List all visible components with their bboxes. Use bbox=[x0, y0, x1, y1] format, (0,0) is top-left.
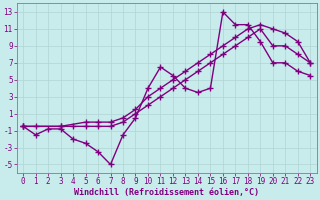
X-axis label: Windchill (Refroidissement éolien,°C): Windchill (Refroidissement éolien,°C) bbox=[74, 188, 259, 197]
